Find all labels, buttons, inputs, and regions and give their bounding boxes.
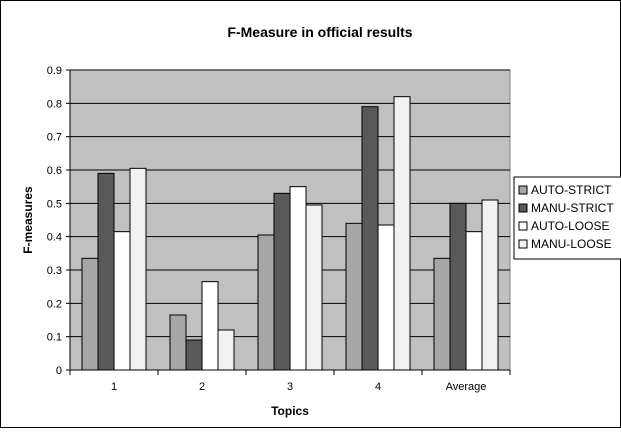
x-axis-label: Topics (271, 404, 309, 418)
y-tick-label: 0.8 (47, 98, 62, 110)
y-tick-label: 0.3 (47, 265, 62, 277)
legend: AUTO-STRICT MANU-STRICT AUTO-LOOSE MANU-LOO… (513, 176, 621, 260)
x-tick-label: 1 (111, 381, 117, 393)
chart-title: F-Measure in official results (227, 24, 412, 40)
y-tick-label: 0.1 (47, 332, 62, 344)
bar-manu-loose-2 (217, 329, 235, 371)
legend-label: MANU-LOOSE (531, 237, 612, 251)
x-tick-label: 3 (287, 381, 293, 393)
y-axis: 0 0.1 0.2 0.3 0.4 0.5 0.6 0.7 0.8 0.9 (47, 65, 71, 377)
bar-auto-strict-2 (169, 314, 187, 371)
bar-auto-strict-average (433, 257, 451, 371)
bar-manu-loose-3 (305, 204, 323, 371)
legend-label: AUTO-STRICT (531, 183, 612, 197)
bar-auto-loose-3 (289, 186, 307, 371)
y-axis-label: F-measures (21, 186, 35, 254)
x-tick-label: Average (446, 381, 487, 393)
bar-auto-loose-average (465, 231, 483, 371)
bar-auto-strict-3 (257, 234, 275, 371)
y-tick-label: 0.5 (47, 198, 62, 210)
y-tick-label: 0.2 (47, 298, 62, 310)
bar-auto-loose-4 (377, 224, 395, 371)
y-tick-label: 0.9 (47, 65, 62, 77)
bar-auto-strict-4 (345, 222, 363, 371)
legend-swatch (518, 239, 528, 249)
bar-auto-loose-1 (113, 231, 131, 371)
y-tick-label: 0 (56, 365, 62, 377)
y-tick-label: 0.7 (47, 132, 62, 144)
bar-manu-strict-3 (273, 192, 291, 371)
bar-manu-strict-average (449, 202, 467, 371)
legend-swatch (518, 221, 528, 231)
legend-swatch (518, 185, 528, 195)
legend-box (513, 176, 621, 260)
legend-label: MANU-STRICT (531, 201, 614, 215)
bar-manu-strict-4 (361, 106, 379, 371)
bar-manu-strict-1 (97, 172, 115, 371)
bar-manu-strict-2 (185, 339, 203, 371)
x-tick-label: 4 (375, 381, 381, 393)
bar-manu-loose-average (481, 199, 499, 371)
bar-manu-loose-1 (129, 167, 147, 371)
x-axis: 1 2 3 4 Average (69, 369, 511, 393)
legend-swatch (518, 203, 528, 213)
y-tick-label: 0.6 (47, 165, 62, 177)
bar-manu-loose-4 (393, 96, 411, 371)
bar-auto-strict-1 (81, 257, 99, 371)
legend-label: AUTO-LOOSE (531, 219, 609, 233)
bar-auto-loose-2 (201, 281, 219, 371)
y-tick-label: 0.4 (47, 232, 62, 244)
x-tick-label: 2 (199, 381, 205, 393)
